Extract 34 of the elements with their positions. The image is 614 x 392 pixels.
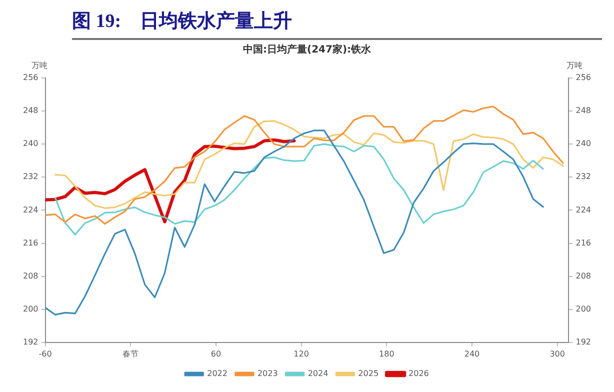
x-tick-label: 300 [550, 349, 565, 358]
legend-label: 2025 [358, 369, 379, 378]
x-tick-label: 240 [464, 349, 480, 358]
y2-tick-label: 248 [576, 106, 592, 116]
legend-label: 2023 [257, 369, 278, 378]
y-axis-title: 万吨 [31, 61, 48, 70]
chart-subtitle: 中国:日均产量(247家):铁水 [242, 44, 372, 56]
y-tick-label: 208 [22, 271, 38, 280]
y2-tick-label: 200 [576, 304, 592, 314]
legend-label: 2024 [308, 369, 328, 378]
chart-title: 图 19: 日均铁水产量上升 [72, 0, 602, 40]
legend-label: 2026 [408, 369, 429, 378]
y2-tick-label: 208 [576, 271, 592, 280]
y2-tick-label: 240 [576, 139, 592, 148]
x-tick-label: 春节 [122, 349, 139, 358]
x-tick-label: 60 [210, 349, 222, 358]
y-tick-label: 224 [22, 205, 38, 214]
x-tick-label: -60 [38, 349, 52, 358]
y-tick-label: 216 [22, 238, 38, 248]
y-tick-label: 200 [22, 304, 38, 314]
y-tick-label: 192 [22, 337, 38, 346]
y-tick-label: 248 [22, 106, 38, 116]
y-tick-label: 232 [22, 172, 38, 182]
y2-axis-title: 万吨 [566, 61, 583, 70]
y2-tick-label: 192 [576, 337, 592, 346]
y2-tick-label: 224 [576, 205, 592, 214]
y-tick-label: 240 [22, 139, 38, 148]
x-tick-label: 120 [294, 349, 309, 358]
y2-tick-label: 256 [576, 73, 592, 82]
y2-tick-label: 216 [576, 238, 592, 248]
legend-label: 2022 [207, 369, 228, 378]
x-tick-label: 180 [379, 349, 394, 358]
y-tick-label: 256 [22, 73, 38, 82]
y2-tick-label: 232 [576, 172, 592, 182]
